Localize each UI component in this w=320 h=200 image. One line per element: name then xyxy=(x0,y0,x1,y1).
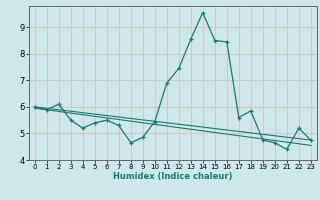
X-axis label: Humidex (Indice chaleur): Humidex (Indice chaleur) xyxy=(113,172,233,181)
